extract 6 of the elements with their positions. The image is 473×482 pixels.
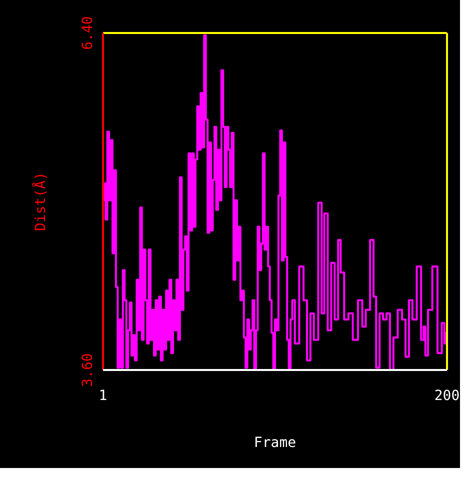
y-tick-label: 3.60 — [80, 353, 96, 387]
x-tick-label: 1 — [98, 388, 108, 404]
x-tick-label: 200 — [434, 388, 460, 404]
y-tick-label: 6.40 — [80, 16, 96, 50]
x-axis-title: Frame — [254, 435, 296, 451]
y-axis-title: Dist(Å) — [32, 172, 49, 232]
